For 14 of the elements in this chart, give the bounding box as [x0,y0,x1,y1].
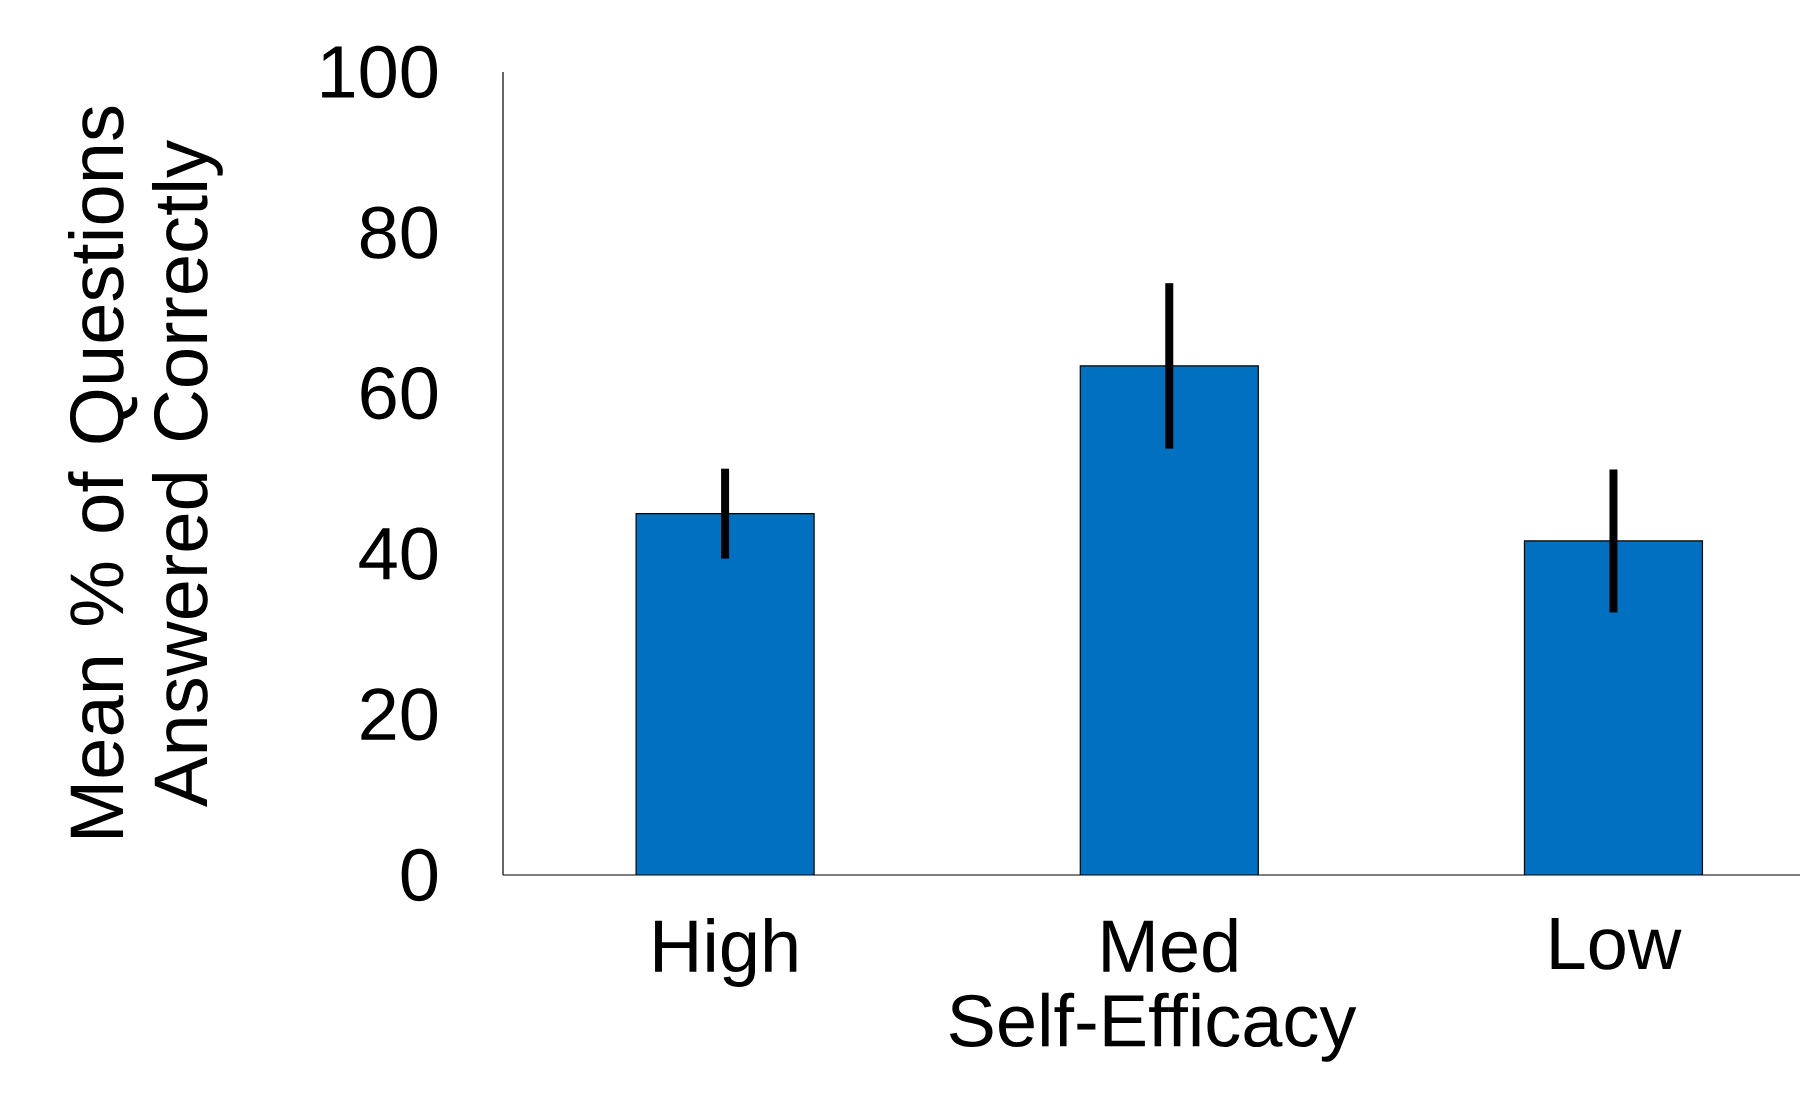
x-tick-label: Low [1551,918,1682,970]
bar [1080,365,1259,875]
bar [1523,540,1704,875]
x-axis-title: Self-Efficacy [949,992,1357,1062]
x-tick-label: High [655,918,797,988]
y-tick-label: 80 [360,206,438,259]
x-tick-label: Med [1103,918,1237,973]
bar [636,513,815,875]
y-tick-label: 40 [359,527,438,580]
y-tick-label: 20 [361,688,438,741]
y-axis-title: Mean % of Questions Answered Correctly [67,106,223,837]
y-tick-label: 0 [401,848,438,902]
y-tick-label: 60 [361,367,438,420]
y-tick-label: 100 [322,45,438,99]
